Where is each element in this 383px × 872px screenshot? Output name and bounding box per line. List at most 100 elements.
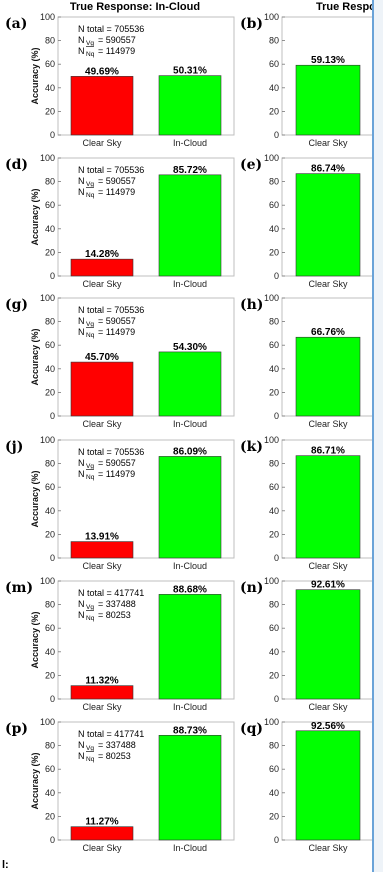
bar-clear-sky xyxy=(295,455,361,559)
plot-frame-p xyxy=(57,721,235,841)
annotation-subscript: Nq xyxy=(86,474,95,481)
y-tick-label: 0 xyxy=(274,694,279,704)
annotation-n-vg: = 590557 xyxy=(98,176,136,186)
bar-value-label: 45.70% xyxy=(85,352,119,363)
y-tick-label: 100 xyxy=(264,435,279,445)
y-tick-label: 0 xyxy=(50,411,55,421)
panel-grid: 0 20 40 60 80 100 Accuracy (%) 49.69% Clear Sky 5… xyxy=(5,12,375,853)
annotation-symbol: N xyxy=(78,35,85,45)
y-tick-label: 0 xyxy=(50,553,55,563)
bar-in-cloud xyxy=(158,734,222,841)
y-tick-label: 40 xyxy=(45,506,55,516)
y-tick-label: 60 xyxy=(269,482,279,492)
bar-clear-sky xyxy=(70,541,134,559)
panel-label-p: (p) xyxy=(5,721,28,737)
bar-value-label: 86.71% xyxy=(311,446,345,457)
y-tick-label: 40 xyxy=(269,506,279,516)
x-tick-label: Clear Sky xyxy=(308,561,348,571)
y-tick-label: 100 xyxy=(264,12,279,22)
x-tick-label: Clear Sky xyxy=(308,702,348,712)
window-right-edge xyxy=(372,0,383,872)
x-tick-label: In-Cloud xyxy=(173,843,207,853)
annotation-symbol: N xyxy=(78,599,85,609)
y-tick-label: 100 xyxy=(264,576,279,586)
bar-clear-sky xyxy=(70,361,134,417)
annotation-subscript: Vg xyxy=(86,181,94,188)
annotation-subscript: Vg xyxy=(86,745,94,752)
y-axis-label: Accuracy (%) xyxy=(30,611,40,668)
y-tick-label: 80 xyxy=(45,36,55,46)
annotation-n-total: N total = 417741 xyxy=(78,729,144,739)
y-tick-label: 60 xyxy=(269,623,279,633)
footer-fragment: l: xyxy=(2,859,9,871)
annotation-subscript: Vg xyxy=(86,40,94,47)
bar-clear-sky xyxy=(295,173,361,277)
y-axis-label: Accuracy (%) xyxy=(30,328,40,385)
bar-clear-sky xyxy=(295,589,361,700)
bar-value-label: 86.74% xyxy=(311,164,345,175)
y-axis-label: Accuracy (%) xyxy=(30,188,40,245)
y-tick-label: 80 xyxy=(45,459,55,469)
y-tick-label: 40 xyxy=(269,364,279,374)
bar-clear-sky xyxy=(295,336,361,417)
annotation-subscript: Nq xyxy=(86,51,95,58)
y-tick-label: 40 xyxy=(269,788,279,798)
y-tick-label: 80 xyxy=(269,36,279,46)
y-tick-label: 20 xyxy=(45,247,55,257)
y-tick-label: 80 xyxy=(269,317,279,327)
y-tick-label: 20 xyxy=(269,670,279,680)
panel-label-g: (g) xyxy=(5,297,28,313)
panel-label-k: (k) xyxy=(240,439,263,455)
x-tick-label: Clear Sky xyxy=(82,138,122,148)
x-tick-label: In-Cloud xyxy=(173,702,207,712)
y-tick-label: 60 xyxy=(45,623,55,633)
y-tick-label: 20 xyxy=(269,247,279,257)
y-tick-label: 100 xyxy=(40,435,55,445)
y-tick-label: 100 xyxy=(40,576,55,586)
y-tick-label: 60 xyxy=(45,340,55,350)
y-tick-label: 0 xyxy=(274,271,279,281)
panel-label-m: (m) xyxy=(5,580,33,596)
y-tick-label: 40 xyxy=(45,647,55,657)
annotation-n-total: N total = 705536 xyxy=(78,24,144,34)
y-tick-label: 60 xyxy=(269,340,279,350)
bar-value-label: 66.76% xyxy=(311,327,345,338)
annotation-symbol: N xyxy=(78,469,85,479)
annotation-n-total: N total = 705536 xyxy=(78,305,144,315)
panel-label-j: (j) xyxy=(5,439,23,455)
annotation-n-vg: = 590557 xyxy=(98,35,136,45)
annotation-symbol: N xyxy=(78,187,85,197)
x-tick-label: In-Cloud xyxy=(173,279,207,289)
y-tick-label: 60 xyxy=(269,59,279,69)
annotation-n-vg: = 337488 xyxy=(98,740,136,750)
y-tick-label: 0 xyxy=(50,694,55,704)
annotation-n-total: N total = 417741 xyxy=(78,588,144,598)
y-tick-label: 0 xyxy=(50,130,55,140)
y-tick-label: 100 xyxy=(40,717,55,727)
panel-label-h: (h) xyxy=(240,297,263,313)
y-tick-label: 60 xyxy=(45,764,55,774)
bar-value-label: 59.13% xyxy=(311,55,345,66)
panel-label-b: (b) xyxy=(240,16,263,32)
x-tick-label: Clear Sky xyxy=(82,279,122,289)
annotation-symbol: N xyxy=(78,316,85,326)
bar-value-label: 11.32% xyxy=(85,676,118,687)
panel-label-a: (a) xyxy=(5,16,27,32)
x-tick-label: Clear Sky xyxy=(308,279,348,289)
bar-value-label: 50.31% xyxy=(173,66,207,77)
bar-clear-sky xyxy=(70,76,134,136)
bar-value-label: 13.91% xyxy=(85,532,119,543)
right-column-title: True Respon xyxy=(316,1,383,13)
bar-in-cloud xyxy=(158,351,222,417)
plot-frame-g xyxy=(57,297,235,417)
annotation-symbol: N xyxy=(78,46,85,56)
annotation-subscript: Nq xyxy=(86,332,95,339)
y-tick-label: 0 xyxy=(50,835,55,845)
annotation-n-vg: = 590557 xyxy=(98,458,136,468)
y-tick-label: 20 xyxy=(269,387,279,397)
annotation-subscript: Nq xyxy=(86,615,95,622)
y-tick-label: 100 xyxy=(264,717,279,727)
y-tick-label: 60 xyxy=(269,764,279,774)
panel-label-n: (n) xyxy=(240,580,263,596)
